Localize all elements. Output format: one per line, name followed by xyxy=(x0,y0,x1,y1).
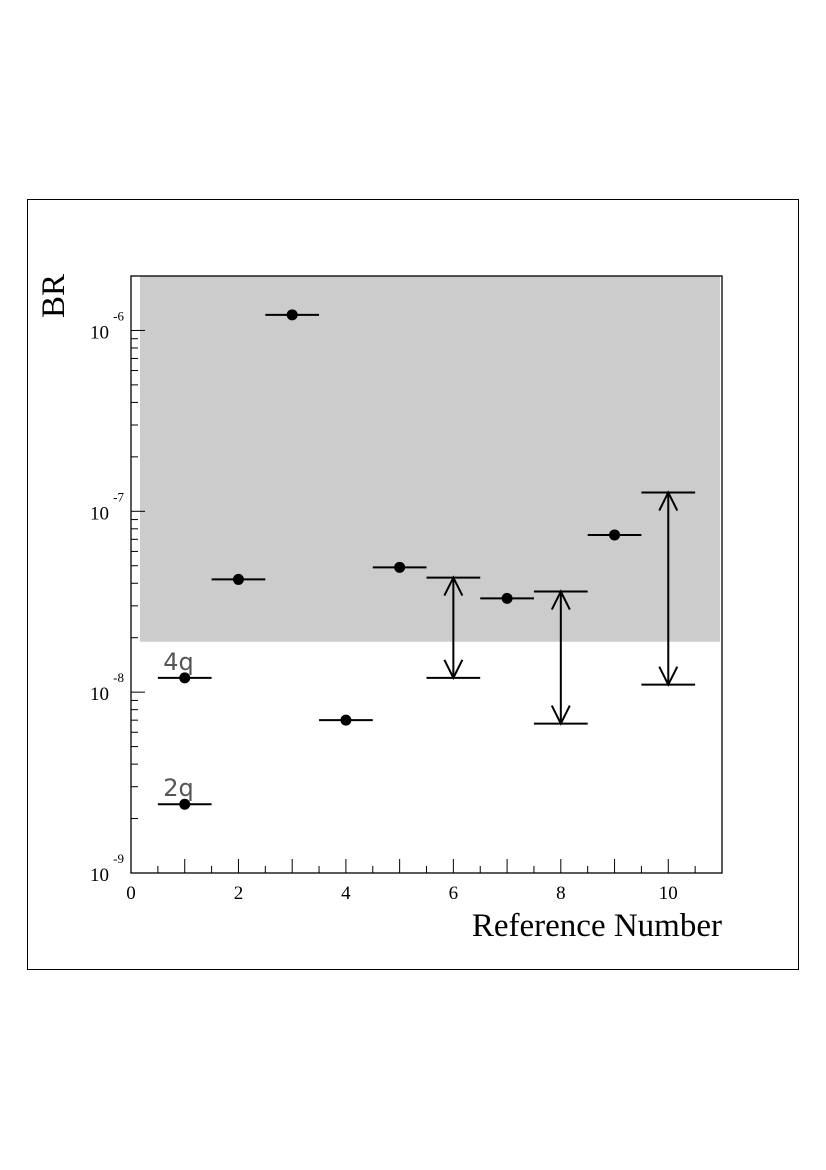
data-point xyxy=(211,573,266,585)
data-point xyxy=(372,561,427,573)
data-point xyxy=(319,714,373,726)
point-marker xyxy=(501,592,513,604)
data-points: 4q 2q xyxy=(157,309,642,810)
range-arrow-up xyxy=(550,589,571,610)
data-point xyxy=(265,309,320,321)
y-tick-exponent: -9 xyxy=(113,851,124,866)
range-arrow-up xyxy=(443,575,464,597)
y-axis-label: BR xyxy=(36,274,72,318)
x-tick-label: 10 xyxy=(659,883,678,904)
x-tick-label: 8 xyxy=(556,883,566,904)
range-arrow-down xyxy=(658,666,679,687)
y-tick-label: 10 xyxy=(90,684,109,705)
range-bar xyxy=(533,589,588,726)
point-marker xyxy=(179,798,191,810)
x-tick-label: 0 xyxy=(126,883,136,904)
y-tick-exponent: -6 xyxy=(113,308,124,323)
y-tick-label: 10 xyxy=(90,865,109,886)
y-tick-label: 10 xyxy=(90,503,109,524)
point-marker xyxy=(286,309,298,321)
point-marker xyxy=(394,561,406,573)
point-marker xyxy=(340,714,352,726)
point-label: 4q xyxy=(163,648,194,676)
range-bars xyxy=(426,490,696,726)
data-point: 2q xyxy=(157,774,212,810)
x-axis: 0 2 4 6 8 10 xyxy=(126,859,723,904)
range-arrow-up xyxy=(658,490,679,511)
x-tick-label: 2 xyxy=(234,883,244,904)
data-point xyxy=(587,529,642,541)
data-point xyxy=(480,592,534,604)
range-arrow-down xyxy=(443,659,464,681)
point-marker xyxy=(232,573,244,585)
point-label: 2q xyxy=(163,774,194,802)
y-axis: 10 -9 10 -8 10 -7 10 -6 xyxy=(90,275,145,886)
point-marker xyxy=(609,529,621,541)
range-bar xyxy=(426,575,481,681)
figure-frame xyxy=(27,199,799,970)
y-tick-exponent: -8 xyxy=(113,670,124,685)
data-point: 4q xyxy=(157,648,212,684)
x-axis-label: Reference Number xyxy=(472,908,722,944)
x-tick-label: 6 xyxy=(449,883,459,904)
shaded-region xyxy=(140,276,720,642)
range-bar xyxy=(641,490,696,687)
x-tick-label: 4 xyxy=(341,883,351,904)
range-arrow-down xyxy=(550,705,571,726)
point-marker xyxy=(179,672,191,684)
y-tick-exponent: -7 xyxy=(113,489,124,504)
y-tick-label: 10 xyxy=(90,322,109,343)
